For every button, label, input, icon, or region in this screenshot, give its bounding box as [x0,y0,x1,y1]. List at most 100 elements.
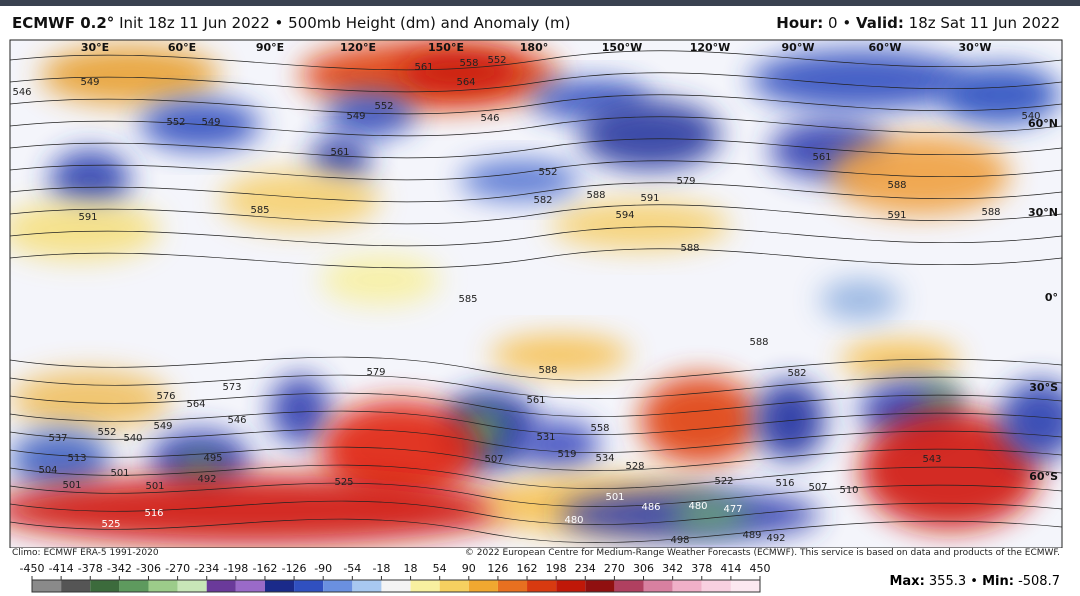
colorbar-label: -450 [20,562,45,575]
contour-label: 549 [80,77,99,88]
colorbar-swatch [381,580,411,592]
contour-line [10,356,1062,381]
contour-label: 504 [38,465,57,476]
contour-label: 552 [487,55,506,66]
contour-label: 564 [186,399,205,410]
contour-label: 486 [641,502,660,513]
colorbar-swatch [119,580,149,592]
contour-line [10,226,1062,247]
colorbar-label: -162 [252,562,277,575]
contour-label: 480 [564,515,583,526]
min: -508.7 [1018,574,1060,589]
colorbar-swatch [148,580,178,592]
contour-label: 561 [526,395,545,406]
anomaly-blob [940,65,1060,125]
contour-line [10,410,1062,435]
contour-label: 477 [723,504,742,515]
hour: 0 [827,14,838,32]
longitude-label: 180° [520,41,548,54]
longitude-label: 60°E [168,41,196,54]
colorbar-swatch [701,580,731,592]
map-frame [9,39,1063,548]
contour-label: 489 [742,530,761,541]
longitude-label: 60°W [869,41,902,54]
contour-label: 498 [670,535,689,546]
contour-label: 543 [922,454,941,465]
contour-label: 534 [595,453,614,464]
latitude-label: 60°N [1028,117,1058,130]
contour-label: 525 [101,519,120,530]
longitude-label: 90°W [782,41,815,54]
longitude-label: 30°W [959,41,992,54]
contour-label: 531 [536,432,555,443]
description: Init 18z 11 Jun 2022 • 500mb Height (dm)… [119,14,571,32]
top-bar [0,0,1080,6]
contour-label: 552 [97,427,116,438]
colorbar-swatch [614,580,644,592]
contour-line [10,428,1062,453]
contour-label: 552 [538,167,557,178]
contour-label: 495 [203,453,222,464]
colorbar-swatch [585,580,615,592]
anomaly-blob [1000,380,1062,460]
longitude-label: 120°W [690,41,731,54]
contour-label: 579 [366,367,385,378]
anomaly-blob [830,135,1010,215]
anomaly-blob [820,280,900,320]
anomaly-blob [270,375,330,445]
contour-label: 573 [222,382,241,393]
contour-label: 546 [480,113,499,124]
longitude-label: 90°E [256,41,284,54]
contour-line [10,50,1062,71]
colorbar-label: -270 [165,562,190,575]
latitude-label: 0° [1045,291,1058,304]
anomaly-blob [750,50,970,110]
anomaly-blob [490,335,630,375]
contour-label: 588 [538,365,557,376]
valid: 18z Sat 11 Jun 2022 [908,14,1060,32]
colorbar-swatch [643,580,673,592]
climo: Climo: ECMWF ERA-5 1991-2020 [12,548,159,558]
colorbar-label: -414 [49,562,74,575]
colorbar-label: -342 [107,562,132,575]
contour-label: 549 [346,111,365,122]
min-label: Min: [982,574,1014,589]
colorbar-swatch [497,580,528,592]
colorbar-label: -126 [282,562,307,575]
contour-line [10,374,1062,399]
anomaly-blob [140,100,260,150]
contour-label: 549 [201,117,220,128]
contour-label: 552 [166,117,185,128]
anomaly-blob [520,420,600,470]
header-left: ECMWF 0.2° Init 18z 11 Jun 2022 • 500mb … [12,14,571,32]
colorbar-label: 162 [517,562,538,575]
anomaly-blob [670,500,750,530]
contour-line [10,160,1062,181]
colorbar-swatch [730,580,760,592]
colorbar-label: 198 [546,562,567,575]
copyright: © 2022 European Centre for Medium-Range … [464,548,1060,558]
longitude-label: 30°E [81,41,109,54]
contour-label: 588 [586,190,605,201]
colorbar-swatch [468,580,498,592]
anomaly-blob [400,52,520,92]
colorbar-label: 378 [691,562,712,575]
colorbar-label: 126 [487,562,508,575]
anomaly-blob [755,380,825,460]
contour-label: 540 [123,433,142,444]
anomaly-blob [10,475,510,545]
anomaly-blob [40,45,220,105]
contour-label: 588 [981,207,1000,218]
contour-line [10,500,1062,525]
separator: • [842,14,852,32]
contour-label: 519 [557,449,576,460]
contour-label: 549 [153,421,172,432]
colorbar-swatch [527,580,557,592]
contour-label: 537 [48,433,67,444]
contour-line [10,72,1062,93]
contour-label: 588 [749,337,768,348]
colorbar-swatch [294,580,324,592]
contour-label: 546 [12,87,31,98]
colorbar-swatch [323,580,353,592]
